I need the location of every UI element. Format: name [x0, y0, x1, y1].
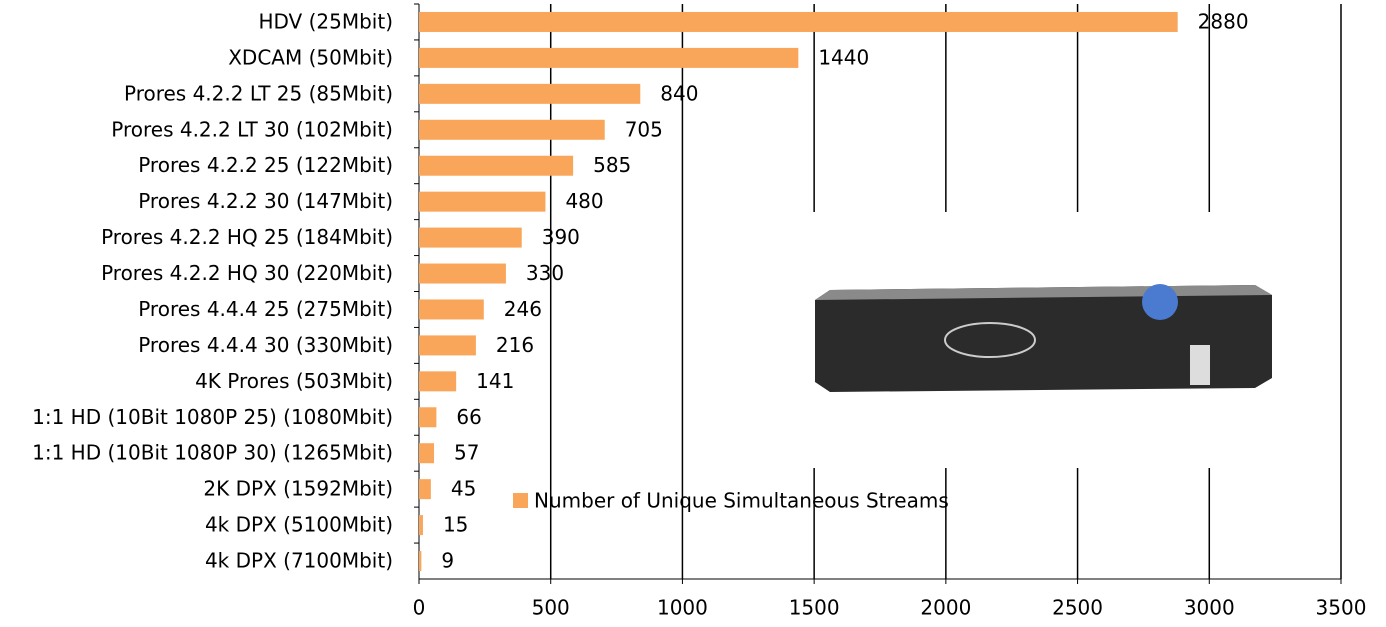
y-tick-label: Prores 4.4.4 30 (330Mbit)	[138, 333, 393, 357]
server-drive	[1190, 345, 1210, 385]
bar	[419, 155, 574, 176]
y-tick-label: Prores 4.2.2 HQ 25 (184Mbit)	[101, 225, 393, 249]
y-tick-label: 4K Prores (503Mbit)	[195, 369, 393, 393]
x-tick-label: 1500	[789, 596, 840, 620]
value-label: 246	[504, 297, 542, 321]
y-tick-label: Prores 4.4.4 25 (275Mbit)	[138, 297, 393, 321]
legend-label: Number of Unique Simultaneous Streams	[534, 489, 949, 513]
server-badge	[1142, 284, 1178, 320]
legend-swatch	[513, 493, 528, 508]
bar	[419, 551, 422, 572]
value-label: 330	[526, 261, 564, 285]
bar	[419, 83, 641, 104]
bar	[419, 515, 423, 536]
y-tick-label: 2K DPX (1592Mbit)	[203, 477, 393, 501]
bar	[419, 479, 431, 500]
value-label: 57	[454, 441, 479, 465]
y-tick-label: Prores 4.2.2 25 (122Mbit)	[138, 153, 393, 177]
y-tick-label: Prores 4.2.2 HQ 30 (220Mbit)	[101, 261, 393, 285]
y-tick-label: Prores 4.2.2 LT 30 (102Mbit)	[111, 117, 393, 141]
value-label: 705	[625, 117, 663, 141]
x-tick-label: 3000	[1184, 596, 1235, 620]
bar	[419, 407, 437, 428]
y-tick-label: Prores 4.2.2 LT 25 (85Mbit)	[124, 81, 393, 105]
bar	[419, 371, 457, 392]
bar	[419, 443, 435, 464]
plot: 0 500 1000 1500 2000 2500 3000 3500 HDV (25Mbit)…	[32, 3, 1367, 620]
value-label: 390	[542, 225, 580, 249]
y-tick-label: 1:1 HD (10Bit 1080P 25) (1080Mbit)	[32, 405, 393, 429]
x-tick-label: 2500	[1052, 596, 1103, 620]
bar	[419, 11, 1178, 32]
y-tick-label: Prores 4.2.2 30 (147Mbit)	[138, 189, 393, 213]
x-tick-label: 500	[532, 596, 570, 620]
y-tick-label: 4k DPX (7100Mbit)	[205, 549, 393, 573]
bar	[419, 335, 476, 356]
bar	[419, 119, 605, 140]
y-tick-label: XDCAM (50Mbit)	[228, 45, 393, 69]
value-label: 585	[593, 153, 631, 177]
value-label: 2880	[1198, 9, 1249, 33]
y-tick-label: 4k DPX (5100Mbit)	[205, 513, 393, 537]
bar	[419, 263, 506, 284]
value-label: 45	[451, 477, 476, 501]
value-label: 1440	[818, 45, 869, 69]
value-label: 216	[496, 333, 534, 357]
x-tick-label: 1000	[657, 596, 708, 620]
bar	[419, 227, 522, 248]
x-tick-label: 0	[413, 596, 426, 620]
x-tick-label: 3500	[1316, 596, 1367, 620]
value-label: 141	[476, 369, 514, 393]
value-label: 15	[443, 513, 468, 537]
value-label: 480	[565, 189, 603, 213]
x-tick-label: 2000	[920, 596, 971, 620]
y-tick-label: 1:1 HD (10Bit 1080P 30) (1265Mbit)	[32, 441, 393, 465]
value-label: 66	[456, 405, 481, 429]
value-label: 840	[660, 81, 698, 105]
server-image	[790, 212, 1290, 468]
bar	[419, 47, 799, 68]
bar	[419, 191, 546, 212]
server-logo	[944, 322, 1036, 358]
y-tick-label: HDV (25Mbit)	[258, 9, 393, 33]
value-label: 9	[441, 549, 454, 573]
bar	[419, 299, 484, 320]
